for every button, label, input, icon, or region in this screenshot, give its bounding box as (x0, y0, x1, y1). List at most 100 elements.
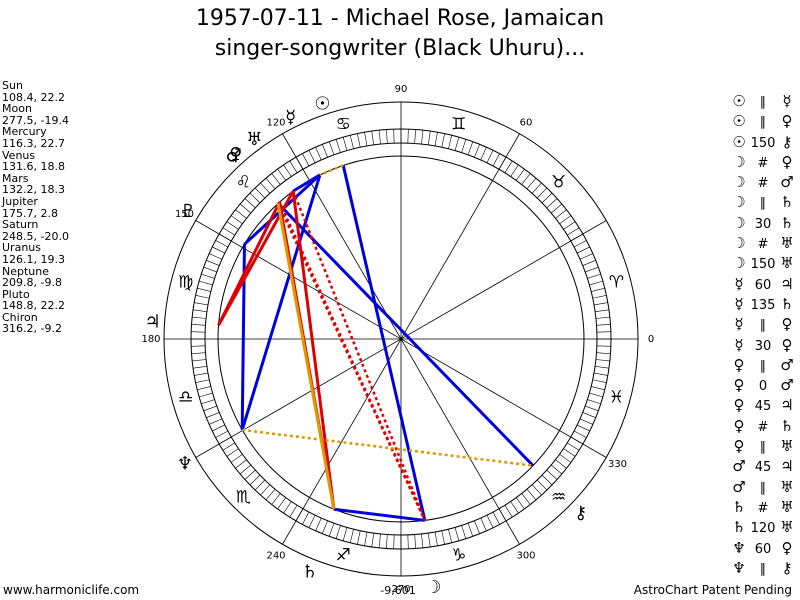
planet-glyph: ☿ (285, 107, 296, 128)
footer-website[interactable]: www.harmoniclife.com (3, 583, 140, 597)
aspect-row: ☉ 150 ⚷ (728, 133, 798, 153)
planet-name: Moon (2, 102, 32, 116)
degree-tick (322, 144, 328, 158)
degree-tick (226, 448, 239, 457)
degree-tick (541, 474, 553, 486)
aspect-planet-2: ♄ (780, 294, 794, 313)
degree-tick (193, 365, 207, 369)
aspect-planet-2: ♃ (780, 396, 794, 415)
degree-tick (510, 164, 519, 177)
planet-glyph: ♃ (145, 311, 161, 332)
chart-title-line2: singer-songwriter (Black Uhuru)... (214, 36, 586, 61)
aspect-planet-1: ☽ (732, 152, 746, 171)
degree-tick (203, 405, 217, 412)
degree-tick (302, 153, 310, 167)
degree-tick (577, 424, 590, 432)
sign-spoke (195, 220, 607, 458)
degree-tick (589, 280, 603, 286)
degree-tick (536, 187, 548, 199)
degree-tick (591, 287, 605, 292)
aspect-type: 30 (754, 216, 772, 232)
degree-tick (201, 273, 215, 279)
zodiac-sign-glyph: ♎ (178, 388, 193, 408)
degree-tick (559, 215, 572, 225)
aspect-type: # (757, 237, 769, 253)
degree-tick (315, 147, 322, 161)
degree-tick (212, 424, 225, 432)
degree-tick (555, 459, 567, 469)
degree-tick (567, 442, 580, 451)
aspect-planet-1: ♄ (732, 518, 746, 537)
aspect-planet-1: ♀ (733, 416, 745, 435)
aspect-planet-2: ♄ (780, 213, 794, 232)
aspect-line (341, 165, 427, 521)
degree-tick (461, 139, 467, 153)
aspect-planet-2: ⚷ (781, 132, 793, 151)
aspect-line (242, 428, 534, 467)
degree-tick (357, 530, 361, 545)
aspect-row: ♂ ∥ ♅ (728, 478, 798, 498)
degree-tick (421, 130, 424, 145)
degree-tick (191, 352, 206, 354)
aspect-planet-2: ♀ (781, 315, 793, 334)
degree-tick (199, 280, 213, 286)
degree-tick (550, 203, 563, 214)
aspect-planet-1: ♄ (732, 497, 746, 516)
footer-patent: AstroChart Patent Pending (633, 583, 792, 597)
degree-tick (215, 240, 229, 248)
zodiac-sign-glyph: ♏ (236, 488, 251, 508)
degree-tick (222, 227, 235, 236)
aspect-planet-2: ♄ (780, 193, 794, 212)
degree-tick (192, 316, 207, 319)
aspect-row: ♀ 45 ♃ (728, 396, 798, 416)
degree-tick (197, 386, 211, 391)
degree-tick (550, 464, 563, 475)
aspect-planet-2: ♅ (780, 477, 794, 496)
aspect-planet-2: ♀ (781, 335, 793, 354)
aspect-row: ☽ 30 ♄ (728, 214, 798, 234)
degree-tick (194, 372, 209, 376)
aspect-planet-1: ☽ (732, 193, 746, 212)
degree-tick (492, 511, 500, 525)
aspect-planet-1: ♀ (733, 437, 745, 456)
aspect-row: ♀ 0 ♂ (728, 376, 798, 396)
degree-tick (486, 150, 494, 163)
degree-tick (515, 168, 525, 181)
aspect-planet-1: ☿ (734, 335, 744, 354)
degree-tick (595, 359, 610, 362)
aspect-planet-1: ☉ (732, 92, 746, 110)
degree-tick (596, 352, 611, 354)
degree-tick (235, 209, 247, 219)
aspect-type: 30 (754, 338, 772, 354)
aspect-type: ∥ (759, 95, 767, 110)
degree-tick (302, 511, 310, 525)
aspect-planet-1: ☽ (732, 254, 746, 273)
planet-name: Neptune (2, 264, 50, 278)
degree-tick (335, 139, 341, 153)
aspect-row: ☿ 60 ♃ (728, 275, 798, 295)
degree-tick (515, 497, 525, 510)
degree-label: 330 (608, 459, 627, 470)
aspect-row: ♆ ∥ ⚷ (728, 559, 798, 579)
chart-title-line1: 1957-07-11 - Michael Rose, Jamaican (195, 6, 605, 31)
degree-tick (277, 497, 287, 510)
degree-tick (199, 392, 213, 398)
aspect-row: ☽ ∥ ♄ (728, 193, 798, 213)
degree-tick (486, 515, 494, 528)
degree-tick (526, 177, 537, 190)
degree-tick (567, 227, 580, 236)
aspect-planet-2: ♅ (780, 497, 794, 516)
aspect-type: 45 (754, 460, 772, 476)
aspect-planet-1: ☽ (732, 173, 746, 192)
zodiac-sign-glyph: ♑ (451, 545, 466, 565)
degree-label: 150 (175, 209, 194, 220)
degree-tick (222, 442, 235, 451)
aspect-row: ♄ # ♅ (728, 498, 798, 518)
aspect-row: ☽ # ♀ (728, 153, 798, 173)
degree-tick (212, 246, 225, 254)
planet-glyph: ♅ (246, 129, 262, 150)
degree-tick (260, 182, 271, 194)
degree-tick (559, 453, 572, 463)
degree-tick (209, 253, 223, 260)
